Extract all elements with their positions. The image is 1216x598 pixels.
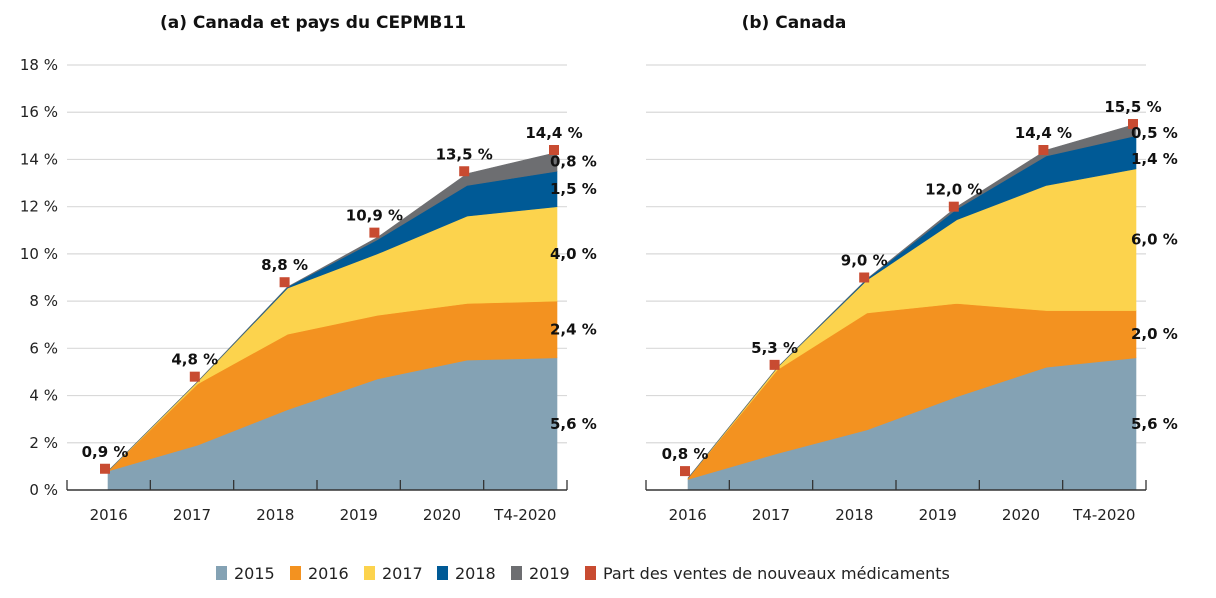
share-marker bbox=[1038, 145, 1049, 155]
share-data-label: 4,8 % bbox=[171, 351, 218, 369]
share-marker bbox=[1128, 119, 1138, 130]
x-tick-label: 2018 bbox=[256, 506, 294, 524]
legend-label: 2017 bbox=[382, 564, 423, 583]
legend-item: 2019 bbox=[511, 564, 570, 583]
x-tick-label: 2017 bbox=[173, 506, 211, 524]
y-tick-label: 2 % bbox=[29, 434, 58, 452]
x-tick-label: 2020 bbox=[423, 506, 461, 524]
share-data-label: 5,3 % bbox=[751, 339, 798, 357]
x-tick-label: T4-2020 bbox=[493, 506, 556, 524]
legend-label: 2015 bbox=[234, 564, 275, 583]
legend-item: Part des ventes de nouveaux médicaments bbox=[585, 564, 950, 583]
area-series-2019 bbox=[107, 152, 558, 472]
legend-swatch bbox=[216, 566, 227, 580]
segment-label-2016: 2,0 % bbox=[1131, 325, 1178, 343]
legend-item: 2016 bbox=[290, 564, 349, 583]
panel-a: (a) Canada et pays du CEPMB11 0 % 2 % 4 % 6… bbox=[20, 13, 597, 524]
share-marker bbox=[948, 201, 959, 212]
share-data-label: 10,9 % bbox=[346, 207, 403, 225]
segment-label-2016: 2,4 % bbox=[550, 320, 597, 338]
x-tick-label: 2019 bbox=[919, 506, 957, 524]
share-data-label: 0,8 % bbox=[662, 445, 709, 463]
legend-label: Part des ventes de nouveaux médicaments bbox=[603, 564, 950, 583]
segment-label-2015: 5,6 % bbox=[1131, 415, 1178, 433]
share-data-label: 9,0 % bbox=[841, 252, 888, 270]
y-tick-label: 10 % bbox=[20, 245, 58, 263]
legend-swatch bbox=[585, 566, 596, 580]
share-data-label: 14,4 % bbox=[1015, 124, 1072, 142]
panel-a-title: (a) Canada et pays du CEPMB11 bbox=[160, 13, 466, 33]
share-marker bbox=[100, 463, 110, 474]
segment-label-2019: 0,5 % bbox=[1131, 124, 1178, 142]
legend-swatch bbox=[290, 566, 301, 580]
share-marker bbox=[369, 227, 380, 238]
segment-label-2017: 6,0 % bbox=[1131, 231, 1178, 249]
y-tick-label: 18 % bbox=[20, 56, 58, 74]
share-data-label: 8,8 % bbox=[261, 256, 308, 274]
segment-label-2017: 4,0 % bbox=[550, 245, 597, 263]
legend-item: 2017 bbox=[364, 564, 423, 583]
legend-item: 2018 bbox=[437, 564, 496, 583]
y-tick-label: 0 % bbox=[29, 481, 58, 499]
share-data-label: 12,0 % bbox=[925, 181, 982, 199]
y-tick-label: 8 % bbox=[29, 292, 58, 310]
y-tick-label: 12 % bbox=[20, 198, 58, 216]
x-tick-label: 2019 bbox=[340, 506, 378, 524]
legend-swatch bbox=[511, 566, 522, 580]
share-marker bbox=[189, 371, 200, 382]
x-tick-label: T4-2020 bbox=[1072, 506, 1135, 524]
legend-label: 2019 bbox=[529, 564, 570, 583]
x-tick-label: 2020 bbox=[1002, 506, 1040, 524]
legend-label: 2016 bbox=[308, 564, 349, 583]
segment-label-2018: 1,5 % bbox=[550, 180, 597, 198]
share-data-label: 13,5 % bbox=[436, 145, 493, 163]
legend-swatch bbox=[437, 566, 448, 580]
share-marker bbox=[769, 359, 780, 370]
x-tick-label: 2016 bbox=[669, 506, 707, 524]
panel-b: (b) Canada 2016 2017 2018 2019 2020 T4-2020 0,… bbox=[645, 13, 1178, 524]
panel-b-title: (b) Canada bbox=[742, 13, 847, 33]
share-marker bbox=[279, 277, 290, 288]
y-tick-label: 14 % bbox=[20, 150, 58, 168]
y-tick-label: 16 % bbox=[20, 103, 58, 121]
x-tick-label: 2018 bbox=[835, 506, 873, 524]
area-series-2019 bbox=[687, 123, 1137, 479]
x-tick-label: 2016 bbox=[90, 506, 128, 524]
x-tick-label: 2017 bbox=[752, 506, 790, 524]
y-tick-label: 6 % bbox=[29, 339, 58, 357]
share-marker bbox=[459, 166, 470, 177]
legend-label: 2018 bbox=[455, 564, 496, 583]
share-data-label: 0,9 % bbox=[82, 443, 129, 461]
share-marker bbox=[859, 272, 870, 283]
legend-swatch bbox=[364, 566, 375, 580]
legend-item: 2015 bbox=[216, 564, 275, 583]
segment-label-2018: 1,4 % bbox=[1131, 150, 1178, 168]
share-data-label: 14,4 % bbox=[525, 124, 582, 142]
share-marker bbox=[549, 145, 559, 155]
share-data-label: 15,5 % bbox=[1104, 98, 1161, 116]
y-tick-label: 4 % bbox=[29, 387, 58, 405]
segment-label-2015: 5,6 % bbox=[550, 415, 597, 433]
segment-label-2019: 0,8 % bbox=[550, 152, 597, 170]
legend: 2015 2016 2017 2018 2019 Part des ventes de n… bbox=[216, 564, 950, 583]
share-marker bbox=[680, 466, 690, 477]
